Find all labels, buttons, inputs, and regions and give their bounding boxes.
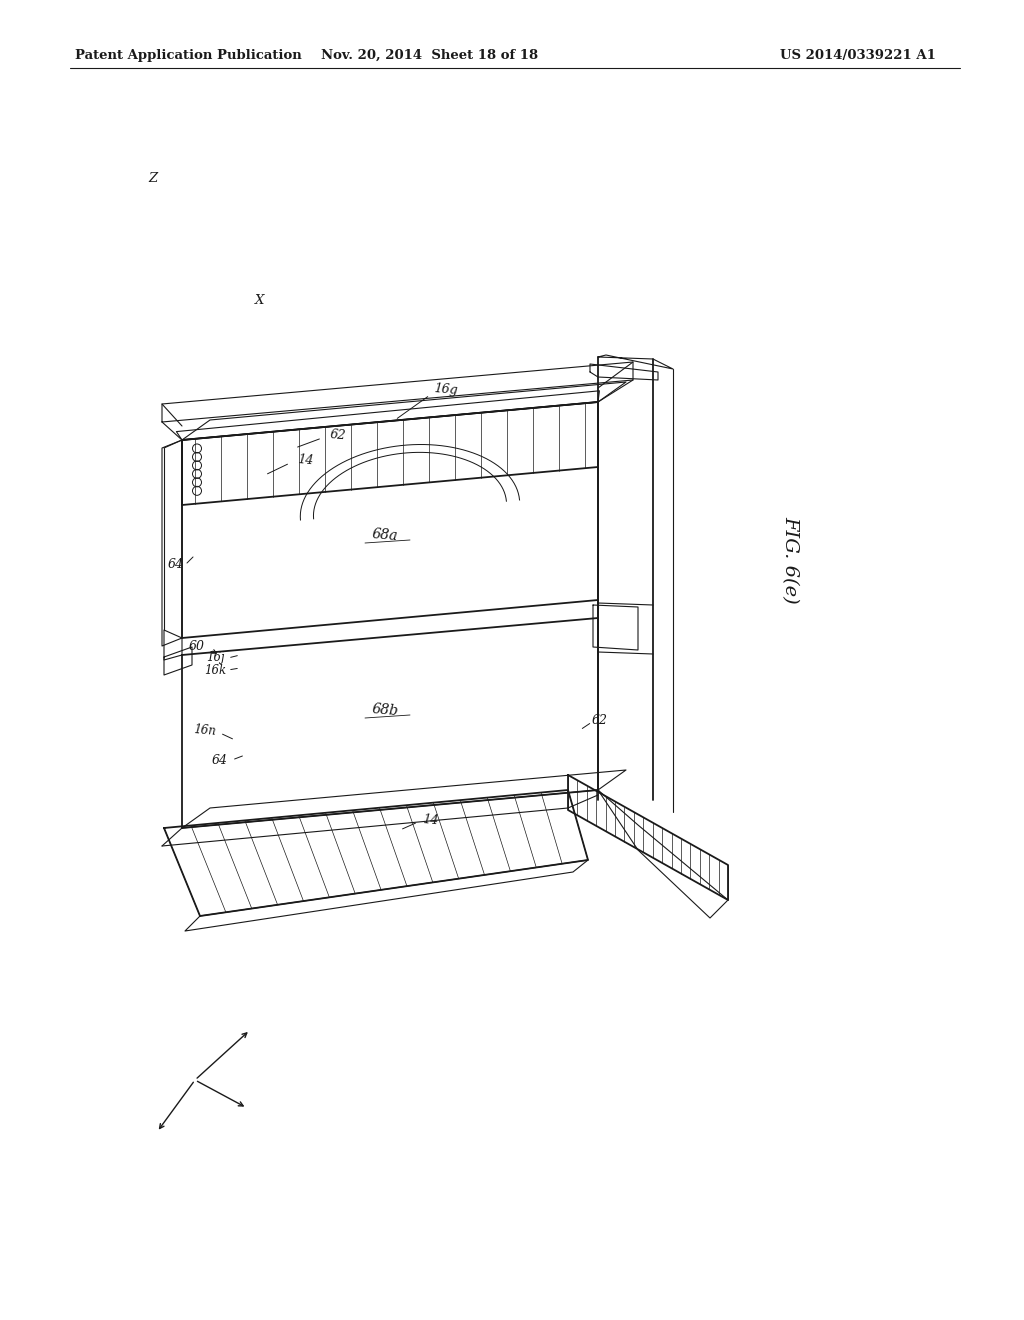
Text: 14: 14 xyxy=(297,453,313,467)
Text: 64: 64 xyxy=(168,558,184,572)
Text: 16g: 16g xyxy=(433,383,459,397)
Text: 68b: 68b xyxy=(371,702,399,718)
Text: 16n: 16n xyxy=(194,722,217,738)
Text: 16k: 16k xyxy=(204,664,226,676)
Text: Patent Application Publication: Patent Application Publication xyxy=(75,49,302,62)
Text: 62: 62 xyxy=(330,428,346,442)
Text: 62: 62 xyxy=(592,714,608,726)
Text: Z: Z xyxy=(148,172,158,185)
Text: US 2014/0339221 A1: US 2014/0339221 A1 xyxy=(780,49,936,62)
Text: 68a: 68a xyxy=(372,527,398,543)
Text: FIG. 6(e): FIG. 6(e) xyxy=(781,516,799,603)
Text: X: X xyxy=(255,293,264,306)
Text: 14: 14 xyxy=(422,813,438,828)
Text: 60: 60 xyxy=(189,640,205,653)
Text: 64: 64 xyxy=(212,754,228,767)
Text: 16j: 16j xyxy=(206,652,224,664)
Text: Nov. 20, 2014  Sheet 18 of 18: Nov. 20, 2014 Sheet 18 of 18 xyxy=(322,49,539,62)
